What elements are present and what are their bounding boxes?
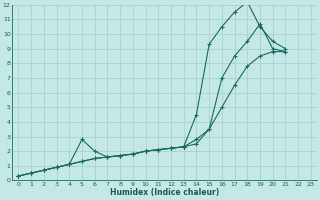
X-axis label: Humidex (Indice chaleur): Humidex (Indice chaleur) bbox=[110, 188, 219, 197]
